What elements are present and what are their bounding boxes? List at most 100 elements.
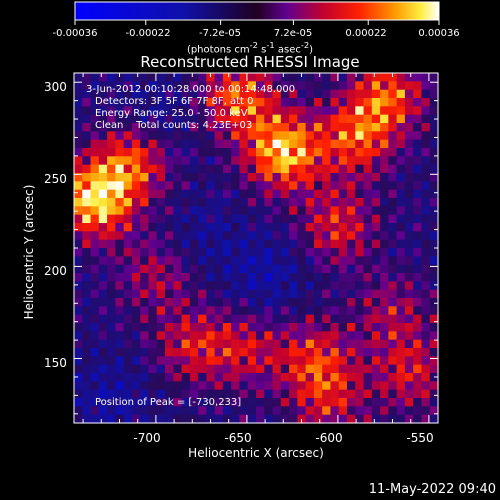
heatmap-cell	[338, 381, 348, 391]
heatmap-cell	[363, 173, 373, 182]
heatmap-cell	[239, 139, 249, 149]
heatmap-cell	[355, 214, 365, 224]
heatmap-cell	[429, 81, 439, 91]
heatmap-cell	[74, 106, 83, 116]
heatmap-cell	[173, 139, 183, 149]
heatmap-cell	[347, 181, 356, 191]
heatmap-cell	[181, 248, 191, 257]
heatmap-cell	[107, 264, 116, 274]
heatmap-cell	[380, 306, 389, 316]
heatmap-cell	[388, 148, 398, 157]
heatmap-cell	[189, 339, 199, 349]
heatmap-cell	[165, 331, 174, 341]
heatmap-cell	[388, 389, 398, 399]
heatmap-cell	[140, 356, 150, 366]
heatmap-cell	[247, 289, 257, 299]
heatmap-cell	[123, 331, 133, 341]
heatmap-cell	[289, 273, 298, 282]
heatmap-cell	[206, 156, 216, 166]
heatmap-cell	[123, 81, 133, 91]
heatmap-cell	[247, 81, 257, 91]
heatmap-cell	[272, 314, 282, 324]
heatmap-cell	[173, 314, 183, 324]
heatmap-cell	[173, 73, 183, 82]
heatmap-cell	[413, 106, 423, 116]
heatmap-cell	[156, 123, 166, 132]
heatmap-cell	[256, 214, 265, 224]
heatmap-cell	[413, 239, 423, 249]
heatmap-cell	[355, 406, 365, 416]
heatmap-cell	[189, 289, 199, 299]
heatmap-cell	[206, 389, 216, 399]
heatmap-cell	[181, 181, 191, 191]
heatmap-cell	[388, 398, 398, 407]
heatmap-cell	[289, 148, 298, 157]
heatmap-cell	[165, 189, 174, 199]
heatmap-cell	[355, 114, 365, 124]
heatmap-cell	[165, 139, 174, 149]
heatmap-cell	[173, 273, 183, 282]
heatmap-cell	[131, 181, 141, 191]
heatmap-cell	[123, 181, 133, 191]
heatmap-cell	[90, 339, 100, 349]
heatmap-cell	[272, 106, 282, 116]
heatmap-cell	[206, 298, 216, 307]
heatmap-cell	[380, 98, 389, 107]
heatmap-cell	[413, 223, 423, 232]
annotation-energy-range: Energy Range: 25.0 - 50.0 keV	[95, 108, 248, 119]
heatmap-cell	[347, 139, 356, 149]
heatmap-cell	[98, 123, 108, 132]
heatmap-cell	[82, 223, 92, 232]
heatmap-cell	[98, 331, 108, 341]
heatmap-cell	[165, 356, 174, 366]
heatmap-cell	[371, 331, 381, 341]
heatmap-cell	[413, 123, 423, 132]
heatmap-cell	[107, 298, 116, 307]
heatmap-cell	[165, 131, 174, 141]
heatmap-cell	[347, 381, 356, 391]
heatmap-cell	[404, 73, 414, 82]
heatmap-cell	[371, 114, 381, 124]
heatmap-cell	[371, 206, 381, 216]
heatmap-cell	[222, 106, 232, 116]
heatmap-cell	[173, 356, 183, 366]
heatmap-cell	[272, 323, 282, 332]
heatmap-cell	[396, 139, 406, 149]
heatmap-cell	[173, 89, 183, 99]
heatmap-cell	[131, 348, 141, 357]
annotation-total-counts: Clean Total counts: 4.23E+03	[95, 120, 253, 131]
heatmap-cell	[421, 231, 431, 241]
heatmap-cell	[123, 231, 133, 241]
heatmap-cell	[115, 331, 125, 341]
heatmap-cell	[206, 356, 216, 366]
heatmap-cell	[189, 323, 199, 332]
heatmap-cell	[421, 173, 431, 182]
heatmap-cell	[189, 181, 199, 191]
heatmap-cell	[181, 256, 191, 266]
heatmap-cell	[247, 198, 257, 207]
heatmap-cell	[338, 248, 348, 257]
heatmap-cell	[297, 73, 307, 82]
heatmap-cell	[330, 331, 340, 341]
heatmap-cell	[222, 398, 232, 407]
heatmap-cell	[338, 81, 348, 91]
heatmap-cell	[264, 239, 274, 249]
heatmap-cell	[264, 173, 274, 182]
heatmap-cell	[165, 381, 174, 391]
heatmap-cell	[115, 164, 125, 174]
heatmap-cell	[239, 73, 249, 82]
heatmap-cell	[355, 281, 365, 291]
heatmap-cell	[231, 406, 241, 416]
heatmap-cell	[181, 414, 191, 424]
heatmap-cell	[239, 223, 249, 232]
heatmap-cell	[90, 123, 100, 132]
heatmap-cell	[313, 306, 323, 316]
heatmap-cell	[289, 289, 298, 299]
heatmap-cell	[429, 98, 439, 107]
heatmap-cell	[156, 198, 166, 207]
heatmap-cell	[305, 123, 315, 132]
heatmap-cell	[173, 114, 183, 124]
heatmap-cell	[256, 264, 265, 274]
heatmap-cell	[206, 189, 216, 199]
heatmap-cell	[338, 348, 348, 357]
